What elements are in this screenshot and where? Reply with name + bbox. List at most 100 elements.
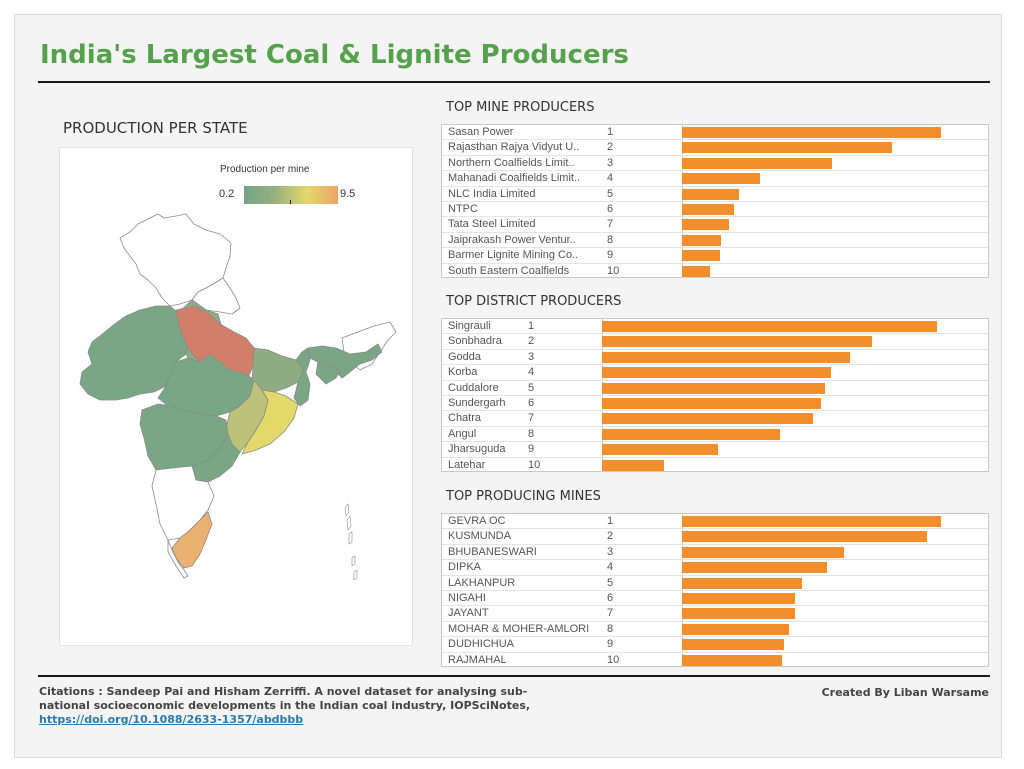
state-tamil-nadu[interactable] — [171, 511, 213, 569]
state-himachal-uttarakhand[interactable] — [191, 277, 241, 315]
mine-producer-row[interactable]: Tata Steel Limited 7 — [442, 217, 988, 233]
mine-producer-row[interactable]: NLC India Limited 5 — [442, 187, 988, 202]
mine-producer-row[interactable]: Rajasthan Rajya Vidyut U.. 2 — [442, 140, 988, 156]
district-producer-name: Cuddalore — [448, 381, 499, 394]
mine-producer-bar[interactable] — [682, 142, 892, 154]
producing-mine-bar[interactable] — [682, 531, 927, 543]
mine-producer-bar[interactable] — [682, 127, 941, 138]
district-producer-rank: 2 — [528, 335, 535, 348]
producing-mine-row[interactable]: DIPKA 4 — [442, 560, 988, 576]
doi-link[interactable]: https://doi.org/10.1088/2633-1357/abdbbb — [39, 713, 304, 726]
mine-producer-bar[interactable] — [682, 234, 721, 246]
district-producer-bar[interactable] — [602, 459, 664, 471]
district-producer-row[interactable]: Latehar 10 — [442, 458, 988, 473]
mine-producer-bar[interactable] — [682, 203, 734, 215]
island-andaman-3 — [348, 531, 353, 545]
mine-producer-bar[interactable] — [682, 265, 711, 277]
district-producer-bar[interactable] — [602, 428, 780, 440]
state-bihar-jharkhand[interactable] — [251, 347, 305, 393]
state-west-bengal[interactable] — [293, 347, 311, 407]
mine-producer-row[interactable]: Mahanadi Coalfields Limit.. 4 — [442, 171, 988, 187]
mine-producer-bar[interactable] — [682, 250, 720, 262]
producing-mine-rank: 10 — [607, 653, 620, 666]
producing-mine-name: DUDHICHUA — [448, 638, 514, 651]
district-producer-row[interactable]: Angul 8 — [442, 427, 988, 443]
top-producing-mines-chart[interactable]: GEVRA OC 1 KUSMUNDA 2 BHUBANESWARI 3 DIPKA 4 LAK… — [441, 513, 989, 667]
producing-mine-bar[interactable] — [682, 516, 941, 527]
district-producer-rank: 1 — [528, 320, 535, 332]
district-producer-bar[interactable] — [602, 367, 832, 379]
district-producer-bar[interactable] — [602, 321, 937, 332]
producing-mine-rank: 7 — [607, 607, 614, 620]
district-producer-bar[interactable] — [602, 444, 718, 456]
mine-producer-rank: 2 — [607, 141, 614, 154]
top-mine-producers-chart[interactable]: Sasan Power 1 Rajasthan Rajya Vidyut U.. 2 N… — [441, 124, 989, 278]
district-producer-name: Angul — [448, 427, 477, 440]
mine-producer-row[interactable]: South Eastern Coalfields 10 — [442, 264, 988, 279]
producing-mine-row[interactable]: DUDHICHUA 9 — [442, 637, 988, 653]
producing-mine-bar[interactable] — [682, 577, 803, 589]
mine-producer-name: NLC India Limited — [448, 187, 536, 200]
producing-mine-rank: 4 — [607, 561, 614, 574]
mine-producer-row[interactable]: NTPC 6 — [442, 202, 988, 218]
district-producer-row[interactable]: Chatra 7 — [442, 411, 988, 427]
district-producer-bar[interactable] — [602, 413, 814, 425]
producing-mine-rank: 8 — [607, 622, 614, 635]
district-producer-bar[interactable] — [602, 382, 825, 394]
district-producer-row[interactable]: Sonbhadra 2 — [442, 334, 988, 350]
top-mine-producers-title: TOP MINE PRODUCERS — [446, 100, 595, 115]
district-producer-name: Godda — [448, 350, 482, 363]
mine-producer-bar[interactable] — [682, 188, 739, 200]
producing-mine-row[interactable]: BHUBANESWARI 3 — [442, 545, 988, 561]
producing-mine-bar[interactable] — [682, 654, 782, 666]
island-nicobar-1 — [351, 555, 356, 567]
producing-mine-row[interactable]: GEVRA OC 1 — [442, 514, 988, 530]
producing-mine-row[interactable]: MOHAR & MOHER-AMLORI 8 — [442, 622, 988, 638]
state-meghalaya-tripura[interactable] — [315, 361, 341, 385]
district-producer-row[interactable]: Cuddalore 5 — [442, 381, 988, 396]
district-producer-rank: 5 — [528, 381, 535, 394]
mine-producer-bar[interactable] — [682, 173, 760, 185]
mine-producer-name: Northern Coalfields Limit.. — [448, 156, 575, 169]
mine-producer-bar[interactable] — [682, 157, 833, 169]
district-producer-name: Jharsuguda — [448, 443, 506, 456]
district-producer-bar[interactable] — [602, 397, 822, 409]
mine-producer-row[interactable]: Barmer Lignite Mining Co.. 9 — [442, 248, 988, 264]
district-producer-bar[interactable] — [602, 351, 850, 363]
district-producer-row[interactable]: Korba 4 — [442, 365, 988, 381]
district-producer-row[interactable]: Singrauli 1 — [442, 319, 988, 335]
producing-mine-row[interactable]: KUSMUNDA 2 — [442, 529, 988, 545]
top-district-producers-chart[interactable]: Singrauli 1 Sonbhadra 2 Godda 3 Korba 4 Cuddalor… — [441, 318, 989, 472]
producing-mine-bar[interactable] — [682, 623, 790, 635]
color-legend — [244, 186, 338, 204]
mine-producer-row[interactable]: Sasan Power 1 — [442, 125, 988, 141]
legend-title: Production per mine — [220, 164, 310, 175]
mine-producer-name: Rajasthan Rajya Vidyut U.. — [448, 141, 580, 154]
mine-producer-row[interactable]: Northern Coalfields Limit.. 3 — [442, 156, 988, 172]
producing-mine-bar[interactable] — [682, 546, 844, 558]
district-producer-row[interactable]: Sundergarh 6 — [442, 396, 988, 412]
district-producer-row[interactable]: Godda 3 — [442, 350, 988, 366]
district-producer-rank: 9 — [528, 443, 535, 456]
producing-mine-bar[interactable] — [682, 608, 795, 620]
india-map[interactable] — [60, 148, 414, 647]
mine-producer-rank: 1 — [607, 126, 614, 138]
mine-producer-rank: 3 — [607, 156, 614, 169]
producing-mine-bar[interactable] — [682, 592, 795, 604]
mine-producer-bar[interactable] — [682, 219, 729, 231]
mine-producer-name: NTPC — [448, 202, 478, 215]
district-producer-row[interactable]: Jharsuguda 9 — [442, 442, 988, 458]
island-nicobar-2 — [353, 569, 358, 581]
producing-mine-row[interactable]: NIGAHI 6 — [442, 591, 988, 607]
producing-mine-row[interactable]: JAYANT 7 — [442, 606, 988, 622]
district-producer-name: Latehar — [448, 458, 486, 471]
producing-mine-bar[interactable] — [682, 562, 828, 574]
mine-producer-row[interactable]: Jaiprakash Power Ventur.. 8 — [442, 233, 988, 249]
map-panel[interactable]: Production per mine 0.2 9.5 — [59, 147, 413, 646]
producing-mine-row[interactable]: LAKHANPUR 5 — [442, 576, 988, 591]
producing-mine-bar[interactable] — [682, 639, 785, 651]
state-odisha[interactable] — [241, 389, 299, 455]
producing-mine-row[interactable]: RAJMAHAL 10 — [442, 653, 988, 668]
island-andaman-2 — [346, 515, 352, 531]
district-producer-bar[interactable] — [602, 336, 872, 348]
